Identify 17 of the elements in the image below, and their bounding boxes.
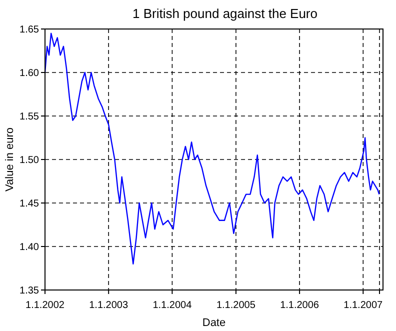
y-tick-label: 1.60 xyxy=(20,68,40,79)
x-tick-label: 1.1.2005 xyxy=(216,300,256,311)
y-tick-label: 1.55 xyxy=(20,112,40,122)
line-series xyxy=(44,32,380,264)
y-tick-label: 1.45 xyxy=(20,198,40,210)
x-tick-label: 1.1.2006 xyxy=(280,300,320,311)
x-tick-label: 1.1.2004 xyxy=(152,300,192,311)
x-axis-title: Date xyxy=(202,317,226,329)
chart-title: 1 British pound against the Euro xyxy=(132,6,318,21)
y-tick-label: 1.65 xyxy=(20,24,40,36)
x-tick-label: 1.1.2007 xyxy=(344,300,384,311)
y-tick-label: 1.40 xyxy=(20,242,40,253)
y-axis-title: Value in euro xyxy=(4,127,16,192)
x-tick-label: 1.1.2003 xyxy=(89,300,128,311)
y-tick-label: 1.35 xyxy=(20,286,40,296)
y-tick-label: 1.50 xyxy=(20,155,40,166)
x-tick-label: 1.1.2002 xyxy=(26,300,65,311)
